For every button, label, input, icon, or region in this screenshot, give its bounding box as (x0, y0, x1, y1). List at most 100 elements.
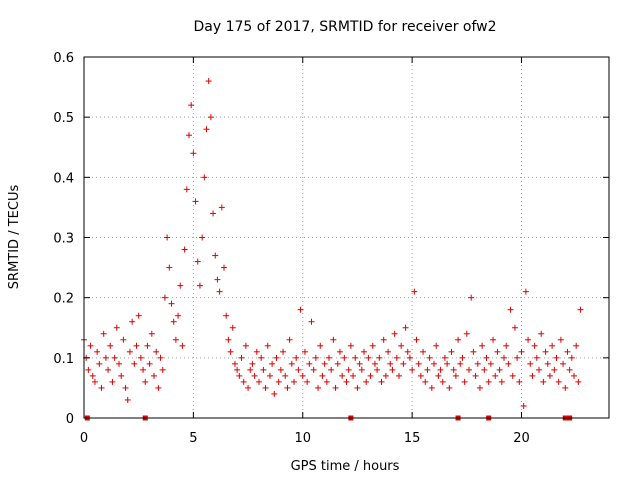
data-point (321, 360, 328, 367)
data-point (304, 378, 311, 385)
data-point (387, 360, 394, 367)
data-point (192, 198, 199, 205)
data-point (332, 384, 339, 391)
data-point (518, 348, 525, 355)
data-point (431, 360, 437, 367)
x-tick-label: 10 (294, 431, 311, 446)
data-point (229, 324, 236, 331)
data-point (188, 102, 195, 109)
data-point (199, 234, 206, 241)
data-point (463, 330, 470, 337)
data-point (341, 354, 348, 361)
data-point (144, 342, 151, 349)
x-tick-label: 0 (80, 431, 88, 446)
data-point (238, 354, 245, 361)
data-point (225, 336, 232, 343)
data-point (190, 150, 197, 157)
data-point (264, 342, 271, 349)
y-tick-label: 0.5 (53, 111, 74, 126)
data-point (258, 354, 265, 361)
data-point (236, 372, 243, 379)
data-point (568, 354, 575, 361)
data-point (153, 348, 160, 355)
data-point (155, 384, 162, 391)
data-point (214, 276, 221, 283)
data-point (89, 372, 96, 379)
data-point (221, 264, 227, 271)
data-point (509, 372, 516, 379)
data-point (536, 366, 542, 373)
data-point (525, 336, 532, 343)
data-point (354, 384, 361, 391)
data-point (343, 378, 350, 385)
data-point (201, 174, 208, 181)
data-point (472, 372, 479, 379)
data-point (210, 210, 217, 217)
data-point (481, 366, 488, 373)
data-point (564, 348, 571, 355)
data-point (271, 390, 278, 397)
data-point (571, 372, 577, 379)
data-point (317, 342, 324, 349)
data-point (420, 348, 427, 355)
data-point (413, 336, 420, 343)
data-point (131, 360, 138, 367)
x-tick-label: 5 (189, 431, 197, 446)
data-point (177, 282, 184, 289)
y-axis-label: SRMTID / TECUs (7, 185, 22, 290)
data-point (218, 204, 225, 211)
data-point (490, 336, 497, 343)
data-point (179, 342, 186, 349)
data-point (260, 366, 267, 373)
data-point (544, 360, 551, 367)
data-point (227, 348, 234, 355)
data-point (557, 336, 564, 343)
data-point (402, 324, 409, 331)
data-point (520, 402, 527, 409)
data-point (256, 378, 262, 385)
data-point (483, 354, 490, 361)
data-point (168, 300, 175, 307)
data-point (297, 306, 304, 313)
x-tick-label: 15 (404, 431, 421, 446)
data-point (538, 330, 545, 337)
data-point (450, 366, 457, 373)
data-point (319, 372, 326, 379)
data-point (374, 366, 381, 373)
data-point (422, 378, 429, 385)
data-point (273, 354, 280, 361)
data-point (306, 360, 313, 367)
data-point (312, 354, 319, 361)
y-tick-label: 0.1 (53, 352, 74, 367)
data-point (505, 360, 512, 367)
data-point (444, 360, 451, 367)
data-point (137, 354, 144, 361)
data-point (468, 294, 475, 301)
data-point (549, 342, 556, 349)
data-point (439, 378, 446, 385)
data-point (284, 384, 291, 391)
data-point (365, 354, 372, 361)
data-point (87, 342, 94, 349)
data-point (334, 360, 341, 367)
data-point (452, 372, 459, 379)
data-point (295, 366, 302, 373)
data-point (102, 354, 109, 361)
data-point (466, 366, 472, 373)
data-point (308, 318, 315, 325)
data-point (448, 348, 455, 355)
data-point (275, 378, 282, 385)
data-point (109, 378, 116, 385)
data-point (196, 282, 203, 289)
data-point (566, 366, 573, 373)
x-axis-label: GPS time / hours (291, 459, 400, 474)
data-point (124, 396, 131, 403)
data-point (406, 354, 413, 361)
data-point (380, 336, 387, 343)
data-point (498, 378, 505, 385)
data-point (455, 336, 462, 343)
data-point (437, 366, 444, 373)
data-point (159, 366, 166, 373)
data-point (361, 348, 367, 355)
